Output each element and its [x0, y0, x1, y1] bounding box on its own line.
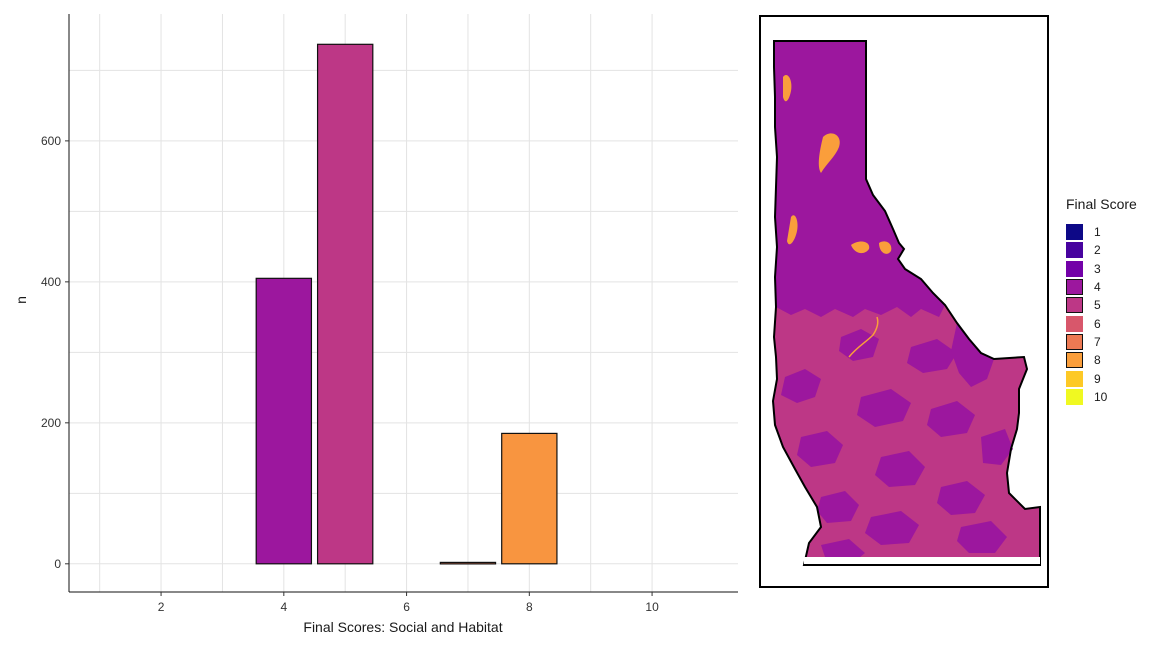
legend-swatch — [1066, 279, 1083, 296]
legend-label: 7 — [1094, 334, 1101, 349]
map-region-score-8 — [787, 215, 798, 245]
legend-swatch — [1066, 224, 1083, 241]
map-region-score-4 — [957, 521, 1007, 553]
legend-label: 9 — [1094, 371, 1101, 386]
map-panel — [759, 15, 1049, 588]
bars — [255, 43, 558, 565]
legend-item-2: 2 — [1066, 241, 1137, 259]
map-region-score-4 — [927, 401, 975, 437]
map-region-score-4 — [774, 41, 945, 317]
legend-item-10: 10 — [1066, 388, 1137, 406]
legend-item-7: 7 — [1066, 333, 1137, 351]
legend-label: 4 — [1094, 280, 1101, 295]
map-region-score-4 — [839, 329, 879, 361]
legend-swatch — [1066, 352, 1083, 369]
bar-5 — [316, 43, 374, 565]
legend-label: 3 — [1094, 261, 1101, 276]
map-region-score-8 — [851, 241, 870, 254]
bar-4 — [255, 277, 313, 565]
x-tick-label: 4 — [280, 600, 287, 614]
map-region-score-8 — [783, 74, 792, 102]
x-tick-label: 6 — [403, 600, 410, 614]
map-region-score-4 — [875, 451, 925, 487]
y-tick-label: 0 — [54, 557, 61, 571]
legend-swatch — [1066, 388, 1083, 405]
y-tick-label: 400 — [41, 275, 61, 289]
map-region-score-4 — [797, 431, 843, 467]
map-region-score-8 — [879, 241, 892, 254]
map-stream-score-8 — [848, 316, 879, 358]
legend-swatch — [1066, 242, 1083, 259]
legend-label: 1 — [1094, 225, 1101, 240]
legend-item-4: 4 — [1066, 278, 1137, 296]
map-outline — [771, 40, 1041, 566]
legend-item-3: 3 — [1066, 260, 1137, 278]
legend-title: Final Score — [1066, 196, 1137, 212]
map-region-score-4 — [857, 389, 911, 427]
legend-label: 10 — [1094, 389, 1108, 404]
legend-item-1: 1 — [1066, 223, 1137, 241]
map-region-score-4 — [865, 511, 919, 545]
legend-item-5: 5 — [1066, 296, 1137, 314]
map-region-score-4 — [907, 339, 957, 373]
score-map — [771, 40, 1041, 566]
legend-item-8: 8 — [1066, 351, 1137, 369]
legend: Final Score 1 2 3 4 5 6 7 8 9 10 — [1066, 196, 1137, 406]
x-tick-label: 10 — [645, 600, 659, 614]
map-region-score-4 — [951, 323, 994, 387]
axes — [65, 14, 738, 596]
map-region-score-4 — [937, 481, 985, 515]
x-tick-label: 2 — [158, 600, 165, 614]
grid-lines — [69, 14, 738, 592]
bar-chart: 2 4 6 8 10 0 200 400 600 Final Scores: Social an… — [13, 14, 738, 635]
map-region-score-4 — [817, 491, 859, 523]
legend-item-9: 9 — [1066, 369, 1137, 387]
legend-label: 2 — [1094, 243, 1101, 258]
x-axis-title: Final Scores: Social and Habitat — [303, 619, 502, 635]
legend-label: 8 — [1094, 353, 1101, 368]
map-region-score-4 — [981, 429, 1013, 465]
tick-labels: 2 4 6 8 10 0 200 400 600 — [41, 134, 659, 614]
legend-swatch — [1066, 260, 1083, 277]
y-axis-title: n — [13, 296, 29, 304]
y-tick-label: 200 — [41, 416, 61, 430]
map-region-score-4 — [781, 369, 821, 403]
map-region-score-8 — [818, 133, 840, 173]
bar-7 — [439, 561, 497, 565]
bar-8 — [501, 432, 558, 565]
legend-swatch — [1066, 333, 1083, 350]
legend-label: 5 — [1094, 298, 1101, 313]
legend-label: 6 — [1094, 316, 1101, 331]
legend-item-6: 6 — [1066, 314, 1137, 332]
legend-swatch — [1066, 315, 1083, 332]
legend-swatch — [1066, 297, 1083, 314]
map-blank-strip — [804, 557, 1040, 565]
y-tick-label: 600 — [41, 134, 61, 148]
legend-swatch — [1066, 370, 1083, 387]
x-tick-label: 8 — [526, 600, 533, 614]
